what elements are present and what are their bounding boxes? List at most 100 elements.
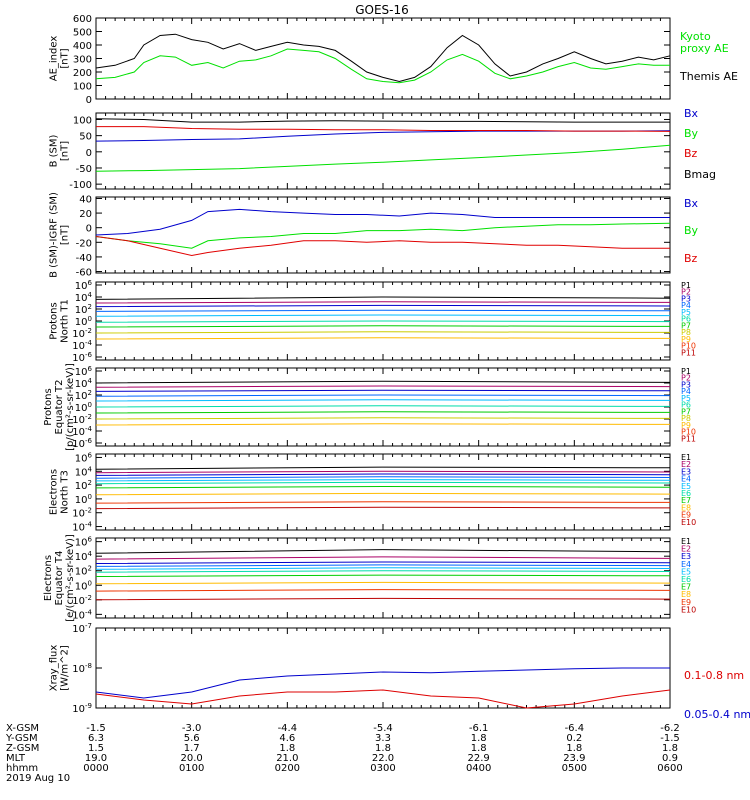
series-line-E3 (95, 561, 671, 564)
ephemeris-value: 3.3 (375, 733, 391, 744)
panel-1: 0 100 200 300 400 500 600 AE_index [nT] Kyotoprox… (49, 14, 738, 106)
y-tick-label: 400 (73, 41, 92, 52)
legend-entry: E1 (681, 453, 691, 462)
ephemeris-value: 1.8 (662, 743, 678, 754)
ephemeris-row-label: Z-GSM (6, 743, 39, 754)
series-line-E7 (95, 485, 671, 489)
series-line-P7 (95, 325, 671, 328)
legend-entry: E8 (681, 503, 691, 512)
ephemeris-value: 19.0 (85, 753, 107, 764)
y-axis-label: B (SM)-IGRF (SM) (49, 192, 60, 278)
series-line-P3 (95, 304, 671, 308)
series-line-P4 (95, 309, 671, 312)
ephemeris-value: 1.8 (375, 743, 391, 754)
y-tick-label: 102 (75, 565, 92, 578)
y-tick-label: 10-2 (72, 507, 92, 520)
series-line-P3 (95, 389, 671, 392)
legend-entry: E7 (681, 583, 691, 592)
legend-entry: E4 (681, 560, 691, 569)
y-axis-label: [W/m^2] (60, 645, 71, 691)
y-tick-label: -100 (69, 180, 92, 191)
y-tick-label: 104 (75, 550, 93, 563)
legend-entry: Bmag (684, 168, 716, 181)
panel-frame (95, 17, 671, 100)
legend-entry: P8 (681, 414, 691, 423)
series-line-P4 (95, 394, 671, 397)
series-line-P5 (95, 314, 671, 317)
legend-entry: P7 (681, 321, 691, 330)
series-line-P2 (95, 301, 671, 304)
ephemeris-value: -1.5 (660, 733, 680, 744)
series-line-E8 (95, 492, 671, 496)
legend-entry: Kyoto (680, 30, 711, 43)
y-tick-label: 40 (79, 194, 92, 205)
ephemeris-value: 1.8 (279, 743, 295, 754)
series-line-P9 (95, 423, 671, 426)
ephemeris-value: 1.5 (88, 743, 104, 754)
y-tick-label: 0 (86, 95, 92, 106)
y-tick-label: -40 (76, 253, 92, 264)
series-line-E1 (95, 466, 671, 470)
legend-entry: Bx (684, 197, 699, 210)
series-line-P9 (95, 337, 671, 340)
y-axis-label: Xray_flux (49, 645, 60, 692)
y-axis-label: Equator T2 (54, 380, 65, 435)
series-line-P1 (95, 380, 671, 384)
series-line-By (95, 222, 671, 249)
series-line-E9 (95, 501, 671, 504)
legend-entry: proxy AE (680, 42, 729, 55)
legend-entry: Bz (684, 147, 698, 160)
y-tick-label: 0 (86, 224, 92, 235)
series-line-P2 (95, 385, 671, 388)
y-axis-label: North T1 (60, 299, 71, 343)
panel-frame (95, 112, 671, 190)
legend-entry: E5 (681, 482, 691, 491)
y-axis-label: [nT] (60, 225, 71, 245)
series-line-P8 (95, 417, 671, 420)
ephemeris-value: 21.0 (276, 753, 298, 764)
series-line-P8 (95, 331, 671, 334)
legend-entry: P1 (681, 367, 691, 376)
ephemeris-row-label: hhmm (6, 763, 38, 774)
y-axis-label: Equator T4 (54, 551, 65, 606)
ephemeris-value: 0100 (179, 763, 204, 774)
ephemeris-row-label: X-GSM (6, 723, 39, 734)
ephemeris-value: 0000 (83, 763, 108, 774)
legend-entry: E9 (681, 598, 691, 607)
date-label: 2019 Aug 10 (6, 773, 70, 784)
legend-entry: E5 (681, 567, 691, 576)
series-line-Bz (95, 236, 670, 257)
y-tick-label: 300 (73, 55, 92, 66)
ephemeris-value: 0300 (370, 763, 395, 774)
ephemeris-value: 0600 (657, 763, 682, 774)
legend-entry: E3 (681, 552, 691, 561)
ephemeris-value: 1.7 (184, 743, 200, 754)
y-axis-label: Electrons (49, 469, 60, 515)
series-line-P6 (95, 405, 671, 408)
legend-entry: By (684, 224, 699, 237)
y-axis-label: [nT] (60, 141, 71, 161)
y-tick-label: 106 (75, 536, 93, 549)
y-tick-label: -50 (76, 164, 92, 175)
legend-entry: E4 (681, 475, 691, 484)
y-axis-label: [p/(cm²-s-sr-keV)] (65, 363, 76, 451)
y-tick-label: 100 (75, 579, 92, 592)
legend-entry: E9 (681, 511, 691, 520)
ephemeris-value: -6.2 (660, 723, 680, 734)
ephemeris-value: 20.0 (181, 753, 203, 764)
legend-entry: P2 (681, 288, 691, 297)
legend-entry: E10 (681, 605, 696, 614)
series-line-E4 (95, 564, 671, 567)
y-tick-label: 50 (79, 132, 92, 143)
legend-entry: P6 (681, 401, 691, 410)
ephemeris-value: 22.0 (372, 753, 394, 764)
series-line-E4 (95, 476, 671, 479)
y-axis-label: [e/(cm²-s-sr-keV)] (65, 534, 76, 622)
series-line-E10 (95, 506, 671, 510)
y-tick-label: 104 (75, 465, 93, 478)
y-tick-label: 100 (73, 115, 92, 126)
ephemeris-value: 5.6 (184, 733, 200, 744)
